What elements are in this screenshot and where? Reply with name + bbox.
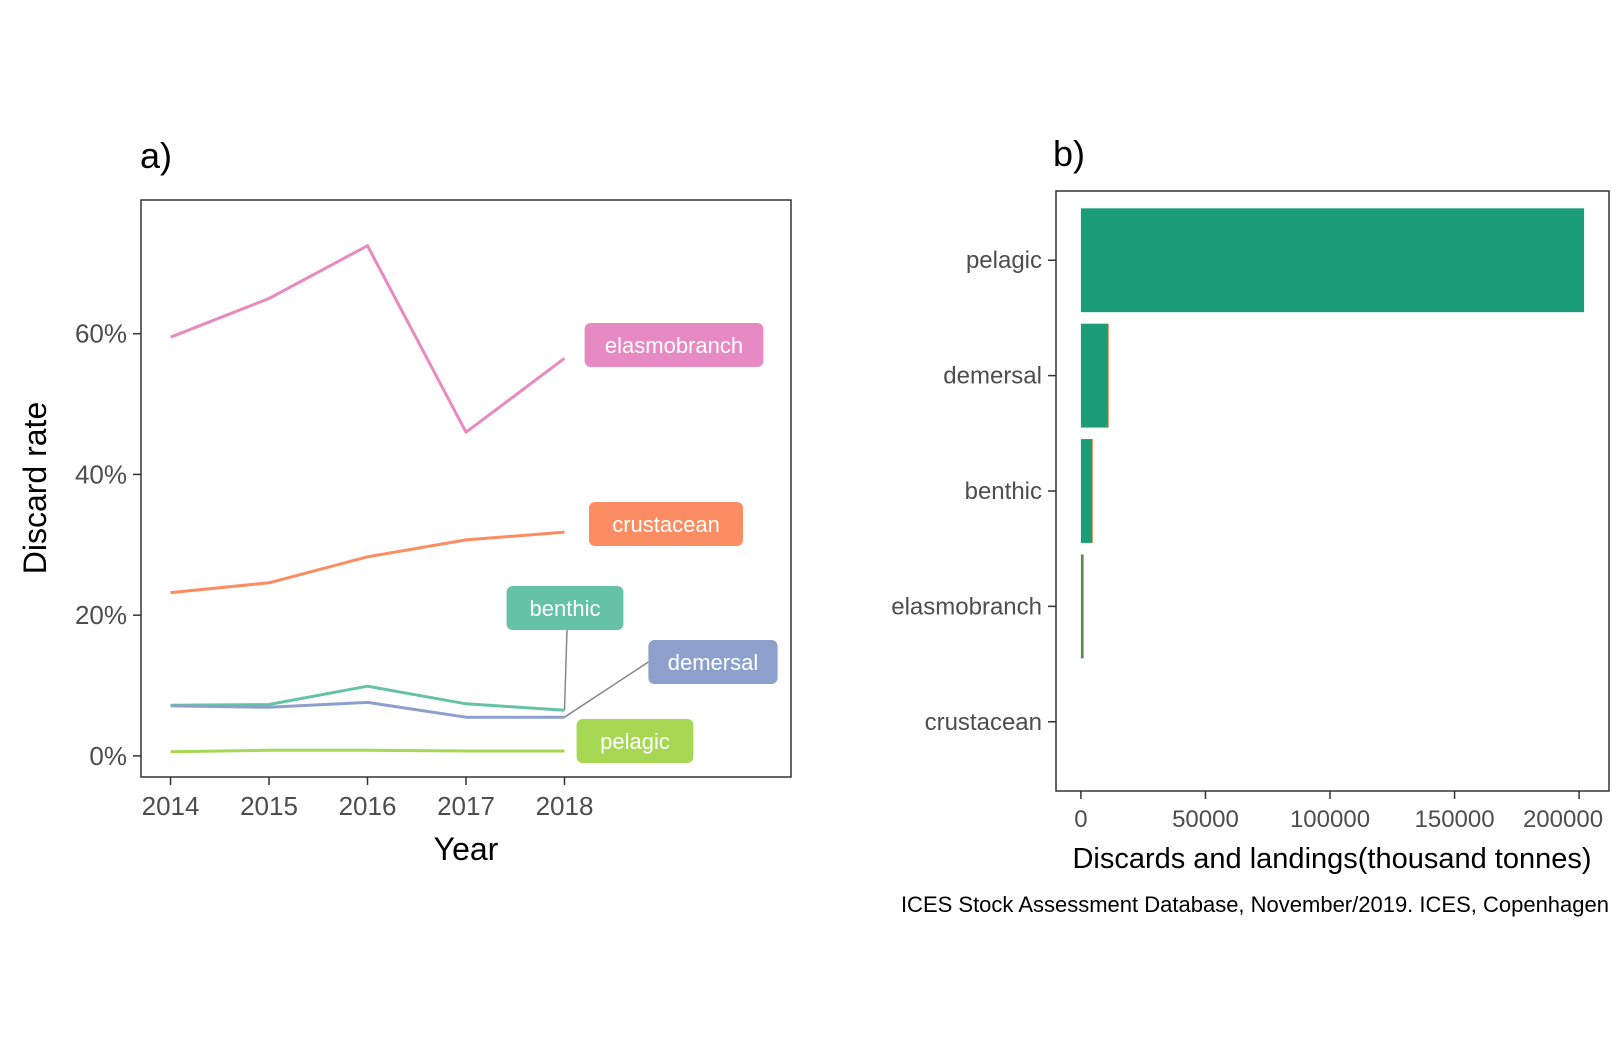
bar-discards-benthic (1091, 439, 1093, 543)
panel-b-label: b) (1053, 133, 1085, 174)
series-label-box-elasmobranch (584, 323, 764, 367)
bar-pelagic (1080, 208, 1585, 313)
y-tick-label: 60% (75, 319, 127, 349)
bar-discards-elasmobranch (1082, 554, 1084, 659)
y-tick-label: 20% (75, 600, 127, 630)
bar-benthic (1080, 439, 1093, 543)
series-label-crustacean: crustacean (612, 512, 720, 537)
panel-a-y-ticks: 0% 20% 40% 60% (75, 319, 141, 771)
x-tick-label: 2017 (437, 791, 495, 821)
bar-discards-demersal (1107, 323, 1109, 428)
series-line-demersal (170, 700, 565, 719)
panel-b-category-ticks: pelagic demersal benthic elasmobranch crusta… (891, 247, 1056, 736)
series-label-box-demersal (648, 640, 778, 684)
panel-a-x-ticks: 2014 2015 2016 2017 2018 (142, 777, 594, 821)
x-tick-label: 50000 (1172, 806, 1239, 833)
series-label-box-pelagic (576, 719, 694, 763)
series-label-elasmobranch: elasmobranch (605, 333, 743, 358)
x-tick-label: 100000 (1290, 806, 1370, 833)
x-tick-label: 2018 (536, 791, 594, 821)
category-label-crustacean: crustacean (925, 709, 1042, 736)
series-label-box-benthic (506, 586, 624, 630)
y-tick-label: 40% (75, 459, 127, 489)
leader-line-benthic (563, 629, 568, 711)
series-line-benthic (170, 684, 565, 712)
bar-demersal (1080, 323, 1109, 428)
panel-a-y-axis-title: Discard rate (17, 402, 53, 575)
panel-a-line-chart: a) elasmobranch crustacean benthic demersal… (17, 135, 792, 867)
panel-b-x-ticks: 0 50000 100000 150000 200000 (1074, 791, 1603, 833)
series-label-demersal: demersal (668, 650, 758, 675)
series-label-benthic: benthic (530, 596, 601, 621)
series-line-pelagic (170, 748, 565, 754)
panel-b-bars (1080, 208, 1585, 659)
y-tick-label: 0% (89, 741, 127, 771)
x-tick-label: 2016 (339, 791, 397, 821)
panel-b-bar-chart: b) pelagic demersal benthic elasmobranch cru… (891, 133, 1610, 875)
category-label-demersal: demersal (943, 363, 1042, 390)
panel-a-series-lines (169, 244, 566, 754)
series-line-elasmobranch (169, 244, 566, 434)
x-tick-label: 200000 (1523, 806, 1603, 833)
x-tick-label: 0 (1074, 806, 1087, 833)
series-line-crustacean (170, 530, 565, 595)
category-label-benthic: benthic (965, 478, 1042, 505)
figure-caption: ICES Stock Assessment Database, November… (901, 892, 1609, 917)
category-label-elasmobranch: elasmobranch (891, 593, 1042, 620)
leader-line-demersal (564, 661, 649, 718)
x-tick-label: 2015 (240, 791, 298, 821)
bar-elasmobranch (1080, 554, 1083, 659)
category-label-pelagic: pelagic (966, 247, 1042, 274)
series-label-pelagic: pelagic (600, 729, 670, 754)
series-label-box-crustacean (589, 502, 743, 546)
x-tick-label: 150000 (1415, 806, 1495, 833)
panel-a-label: a) (140, 135, 172, 176)
panel-b-x-axis-title: Discards and landings(thousand tonnes) (1072, 843, 1591, 875)
panel-a-series-labels: elasmobranch crustacean benthic demersal pel… (506, 323, 778, 763)
x-tick-label: 2014 (142, 791, 200, 821)
panel-a-x-axis-title: Year (434, 831, 499, 867)
panel-a-plot-border (140, 199, 792, 778)
panel-a-label-leaders (563, 629, 649, 718)
